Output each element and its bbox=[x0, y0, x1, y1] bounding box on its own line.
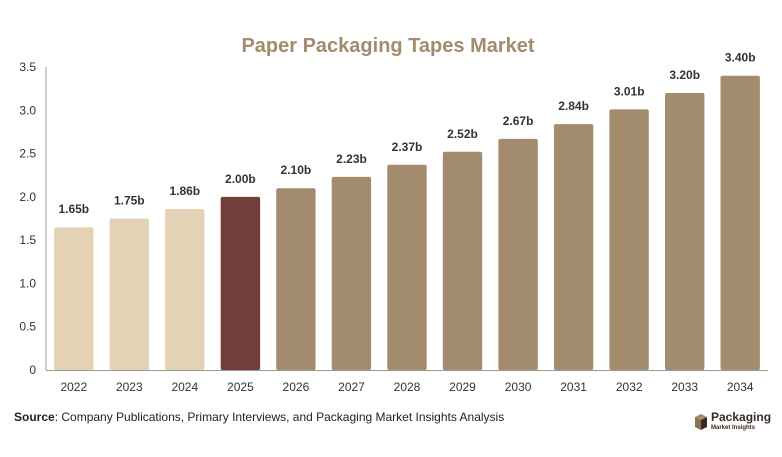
data-label-2022: 1.65b bbox=[58, 202, 89, 216]
x-tick-label: 2024 bbox=[171, 380, 198, 394]
data-label-2023: 1.75b bbox=[114, 194, 145, 208]
x-tick-label: 2029 bbox=[449, 380, 476, 394]
x-tick-label: 2027 bbox=[338, 380, 365, 394]
y-tick-label: 2.5 bbox=[19, 147, 36, 161]
data-label-2029: 2.52b bbox=[447, 127, 478, 141]
y-axis-ticks: 0 0.5 1.0 1.5 2.0 2.5 3.0 3.5 bbox=[19, 60, 36, 377]
bar-2024 bbox=[165, 209, 205, 370]
logo-subtitle: Market Insights bbox=[711, 425, 756, 431]
y-tick-label: 1.0 bbox=[19, 276, 36, 290]
source-label: Source bbox=[14, 410, 55, 424]
chart-title: Paper Packaging Tapes Market bbox=[241, 35, 534, 57]
bar-2034 bbox=[720, 75, 760, 370]
data-label-2031: 2.84b bbox=[558, 99, 589, 113]
data-label-2030: 2.67b bbox=[503, 114, 534, 128]
bars-group bbox=[54, 75, 760, 371]
data-label-2027: 2.23b bbox=[336, 152, 367, 166]
x-tick-label: 2026 bbox=[283, 380, 310, 394]
y-tick-label: 3.5 bbox=[19, 60, 36, 74]
bar-2027 bbox=[331, 176, 372, 370]
x-tick-label: 2025 bbox=[227, 380, 254, 394]
x-tick-label: 2022 bbox=[60, 380, 87, 394]
package-box-icon bbox=[695, 414, 707, 430]
bar-2026 bbox=[276, 188, 316, 370]
bar-2023 bbox=[109, 218, 149, 370]
data-label-2028: 2.37b bbox=[392, 140, 423, 154]
data-label-2034: 3.40b bbox=[725, 51, 756, 65]
data-label-2033: 3.20b bbox=[669, 68, 700, 82]
data-label-2024: 1.86b bbox=[169, 184, 200, 198]
x-tick-label: 2031 bbox=[560, 380, 587, 394]
data-label-2026: 2.10b bbox=[281, 163, 312, 177]
x-tick-label: 2034 bbox=[727, 380, 754, 394]
y-tick-label: 2.0 bbox=[19, 190, 36, 204]
logo-name: Packaging bbox=[711, 410, 772, 424]
bar-2030 bbox=[498, 138, 538, 370]
data-label-2032: 3.01b bbox=[614, 84, 645, 98]
x-tick-label: 2033 bbox=[671, 380, 698, 394]
brand-logo: Packaging Market Insights bbox=[694, 410, 774, 438]
bar-2029 bbox=[442, 151, 483, 370]
y-tick-label: 1.5 bbox=[19, 233, 36, 247]
data-labels-group: 1.65b 1.75b 1.86b 2.00b 2.10b 2.23b 2.37b 2.52b… bbox=[58, 51, 756, 216]
x-tick-label: 2023 bbox=[116, 380, 143, 394]
x-tick-label: 2028 bbox=[394, 380, 421, 394]
source-note: Source: Company Publications, Primary In… bbox=[14, 410, 504, 424]
source-text: : Company Publications, Primary Intervie… bbox=[54, 410, 505, 424]
bar-2033 bbox=[665, 93, 705, 370]
y-tick-label: 3.0 bbox=[19, 103, 36, 117]
x-tick-label: 2030 bbox=[505, 380, 532, 394]
y-tick-label: 0 bbox=[29, 363, 36, 377]
x-axis-ticks: 2022 2023 2024 2025 2026 2027 2028 2029 2030 2031… bbox=[60, 380, 753, 394]
data-label-2025: 2.00b bbox=[225, 172, 256, 186]
bar-2022 bbox=[54, 227, 94, 370]
bar-2025 bbox=[220, 196, 261, 370]
bar-2028 bbox=[387, 164, 427, 370]
bar-2031 bbox=[553, 124, 594, 370]
y-tick-label: 0.5 bbox=[19, 320, 36, 334]
bar-2032 bbox=[609, 109, 649, 371]
x-tick-label: 2032 bbox=[616, 380, 643, 394]
